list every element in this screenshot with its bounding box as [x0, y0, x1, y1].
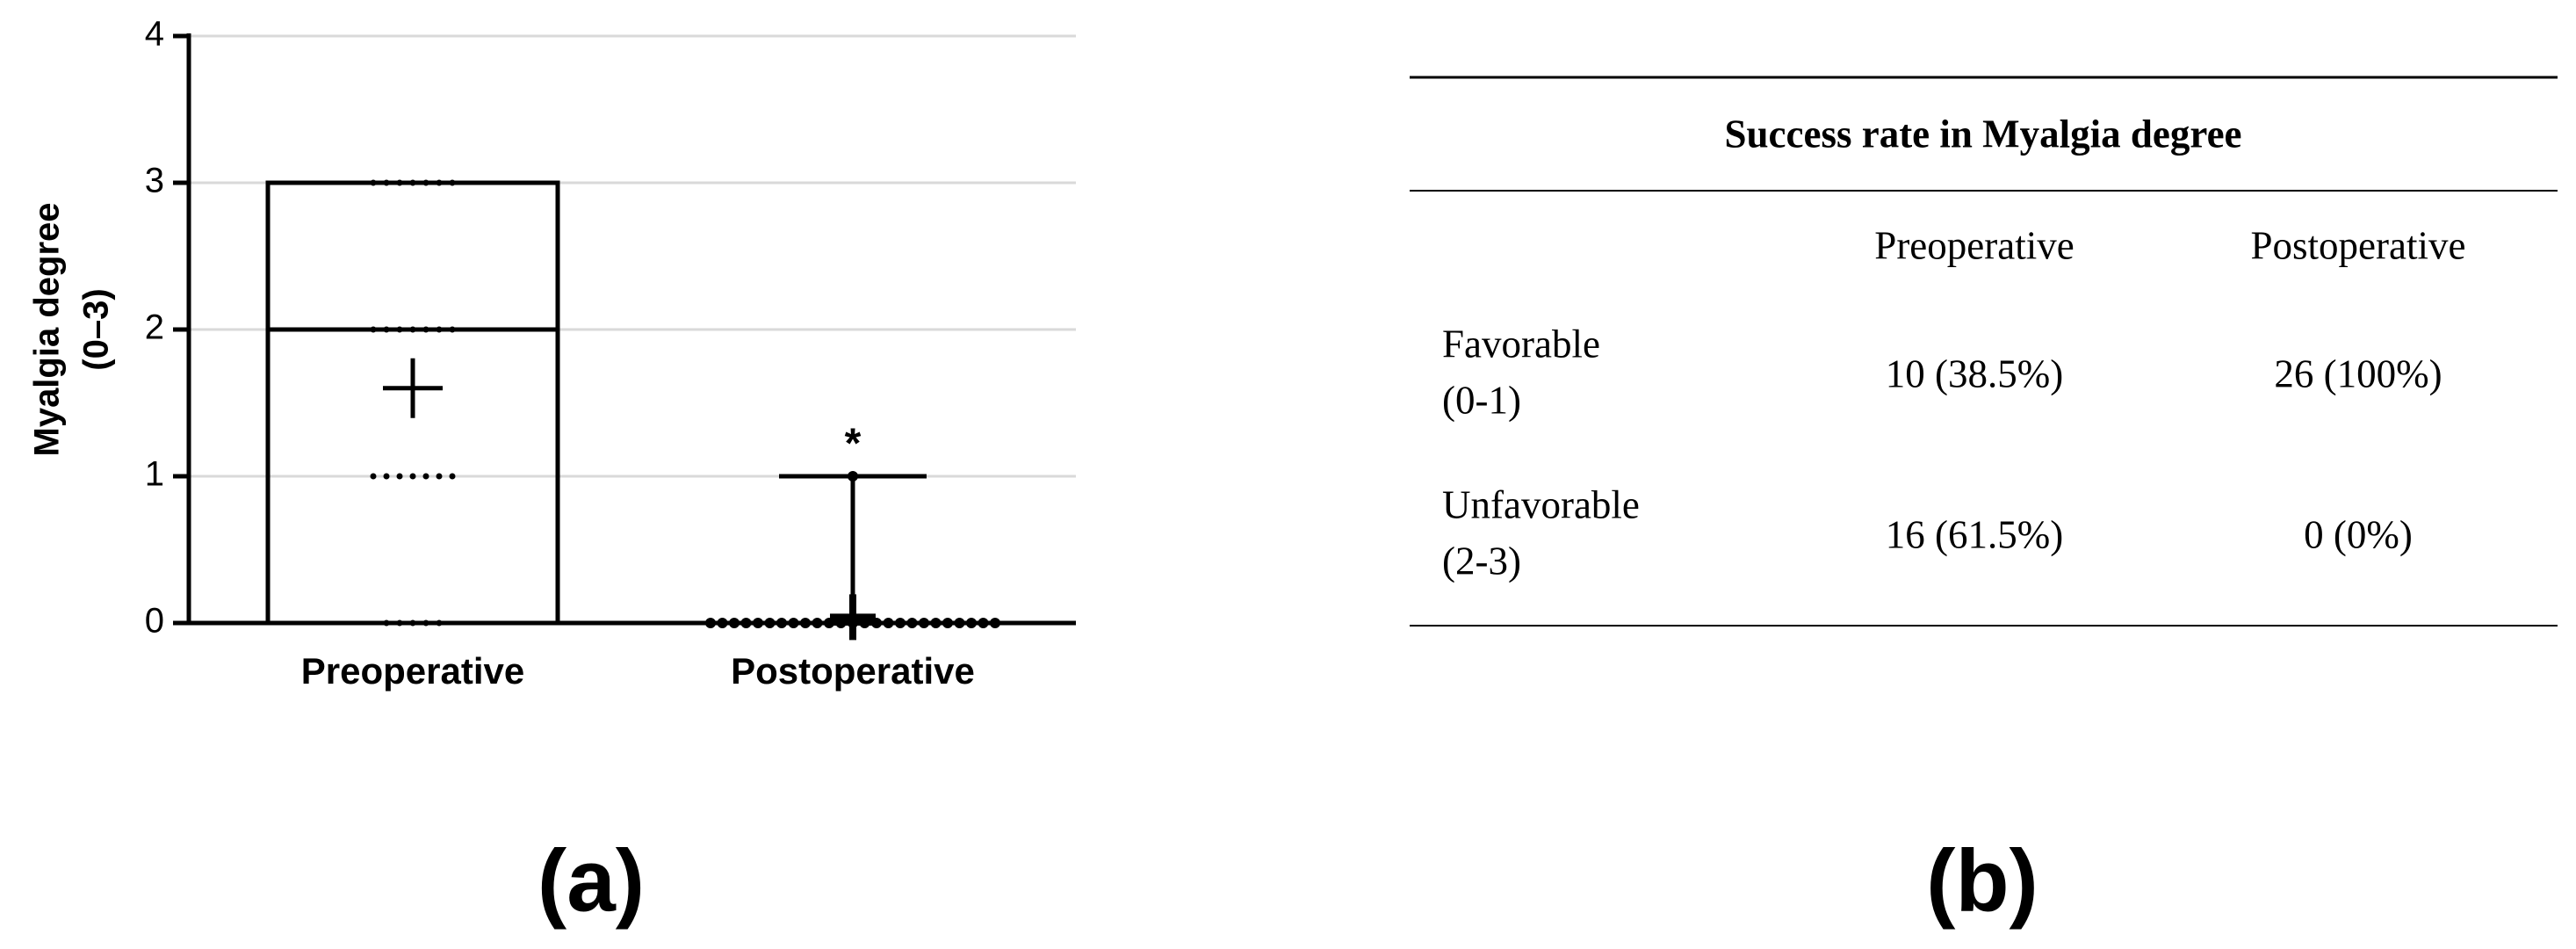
y-tick-label: 4 [145, 15, 164, 54]
data-point [422, 619, 429, 627]
data-point [383, 326, 390, 333]
data-point [764, 618, 776, 628]
table-cell: 16 (61.5%) [1886, 512, 2063, 556]
data-point [436, 326, 443, 333]
data-point [436, 179, 443, 186]
data-point [449, 326, 456, 333]
data-point [409, 473, 416, 480]
data-point [788, 618, 799, 628]
data-point [436, 473, 443, 480]
x-tick-label: Preoperative [301, 650, 524, 692]
row-label: (2-3) [1442, 539, 1521, 583]
data-point [966, 618, 977, 628]
data-point [396, 326, 403, 333]
data-point [930, 618, 942, 628]
table-cell: 26 (100%) [2274, 351, 2442, 395]
data-point [396, 179, 403, 186]
mean-marker [830, 594, 876, 641]
column-header: Postoperative [2251, 223, 2466, 267]
annotation: * [845, 421, 862, 467]
data-point [370, 473, 377, 480]
data-point [409, 326, 416, 333]
data-point [906, 618, 918, 628]
data-point [848, 618, 858, 628]
data-point [776, 618, 787, 628]
data-point [753, 618, 763, 628]
data-point [449, 473, 456, 480]
data-point [370, 179, 377, 186]
y-axis-label: (0–3) [77, 288, 116, 370]
data-point [396, 619, 403, 627]
column-header: Preoperative [1874, 223, 2074, 267]
data-point [729, 618, 740, 628]
y-tick-label: 0 [145, 602, 164, 641]
data-point [954, 618, 965, 628]
data-point [705, 618, 716, 628]
data-point [919, 618, 929, 628]
data-point [895, 618, 906, 628]
data-point [848, 471, 858, 482]
table-cell: 0 (0%) [2304, 512, 2413, 556]
table-cell: 10 (38.5%) [1886, 351, 2063, 395]
data-point [370, 326, 377, 333]
data-point [717, 618, 728, 628]
mean-marker [383, 358, 443, 418]
data-point [383, 473, 390, 480]
data-point [449, 179, 456, 186]
y-tick-label: 1 [145, 455, 164, 494]
y-axis-label: Myalgia degree [28, 202, 67, 456]
panel-label: (b) [1926, 831, 2038, 930]
x-tick-label: Postoperative [731, 650, 975, 692]
data-point [859, 618, 870, 628]
data-point [990, 618, 1000, 628]
data-point [436, 619, 443, 627]
row-label: Unfavorable [1442, 482, 1640, 526]
data-point [824, 618, 834, 628]
data-point [800, 618, 811, 628]
data-point [409, 619, 416, 627]
data-point [383, 619, 390, 627]
panel-label: (a) [538, 831, 645, 930]
data-point [871, 618, 882, 628]
data-point [422, 473, 429, 480]
data-point [383, 179, 390, 186]
row-label: Favorable [1442, 322, 1600, 366]
data-point [835, 618, 847, 628]
data-point [883, 618, 894, 628]
data-point [422, 326, 429, 333]
data-point [812, 618, 823, 628]
y-tick-label: 2 [145, 308, 164, 347]
data-point [978, 618, 989, 628]
data-point [396, 473, 403, 480]
data-point [740, 618, 752, 628]
row-label: (0-1) [1442, 378, 1521, 422]
table-title: Success rate in Myalgia degree [1724, 112, 2241, 156]
data-point [409, 179, 416, 186]
data-point [422, 179, 429, 186]
y-tick-label: 3 [145, 162, 164, 200]
data-point [942, 618, 953, 628]
